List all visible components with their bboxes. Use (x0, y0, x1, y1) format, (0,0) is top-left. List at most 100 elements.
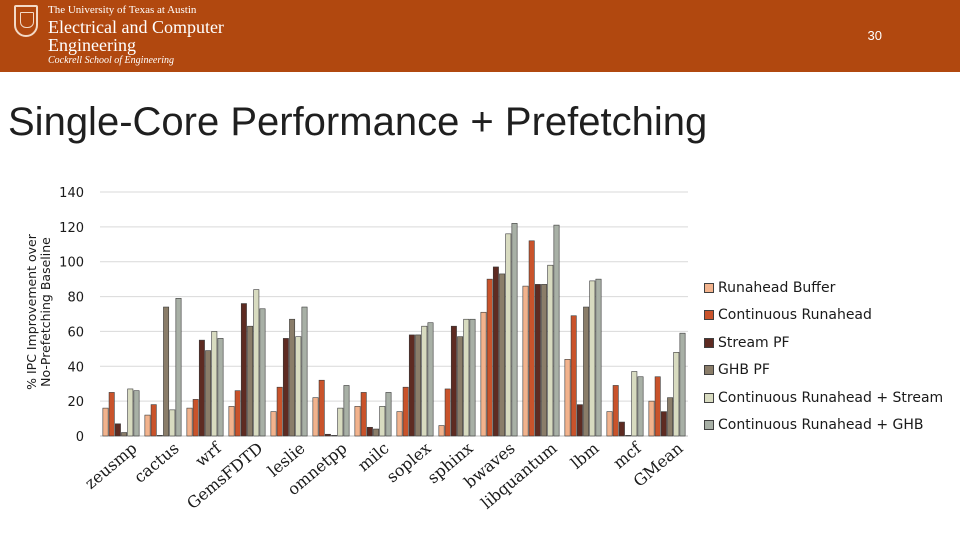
x-tick-label: wrf (191, 438, 225, 471)
legend-label: Continuous Runahead + Stream (718, 389, 944, 406)
bar (121, 432, 128, 437)
bar (612, 385, 619, 437)
x-tick-label: soplex (383, 439, 435, 487)
bar (343, 385, 350, 437)
bar (679, 332, 686, 437)
bar (606, 411, 613, 437)
legend-swatch (704, 365, 714, 376)
y-tick-label: 60 (67, 325, 84, 340)
bar (637, 376, 644, 437)
bar (511, 223, 518, 437)
bar (667, 397, 674, 437)
page-number: 30 (867, 28, 882, 43)
bar (564, 359, 571, 437)
bar (492, 266, 499, 437)
x-tick-label: zeusmp (81, 439, 141, 493)
bar (427, 322, 434, 437)
y-tick-label: 120 (59, 221, 84, 236)
bar (331, 435, 338, 437)
bar (450, 325, 457, 437)
bar (553, 224, 560, 437)
bar (618, 421, 625, 437)
legend-swatch (704, 392, 714, 403)
legend-item: Continuous Runahead + Stream (704, 384, 943, 412)
bar (583, 306, 590, 437)
legend-swatch (704, 310, 714, 321)
legend-label: Runahead Buffer (718, 279, 836, 296)
y-tick-label: 0 (76, 430, 84, 445)
bar (295, 336, 302, 437)
bar (373, 428, 380, 437)
bar (324, 433, 331, 437)
bar (570, 315, 577, 437)
bar (589, 280, 596, 437)
bar (486, 278, 493, 437)
legend-item: Stream PF (704, 329, 943, 357)
university-name: The University of Texas at Austin (48, 4, 197, 16)
bar (385, 392, 392, 437)
bar (595, 278, 602, 437)
legend-swatch (704, 337, 714, 348)
bar (499, 273, 506, 437)
bar (625, 435, 632, 437)
bar (337, 407, 344, 437)
bar (469, 318, 476, 437)
legend-item: GHB PF (704, 357, 943, 385)
bar (547, 264, 554, 437)
bar (660, 411, 667, 437)
bar (673, 352, 680, 437)
bar (631, 371, 638, 437)
y-tick-label: 40 (67, 360, 84, 375)
bar (505, 233, 512, 437)
bar (480, 311, 487, 437)
bar (114, 423, 121, 437)
header-banner: The University of Texas at Austin Electr… (0, 0, 960, 72)
school-name: Cockrell School of Engineering (48, 55, 174, 66)
bar (463, 318, 470, 437)
bar (205, 350, 212, 437)
slide-title: Single-Core Performance + Prefetching (8, 100, 708, 144)
bar (522, 285, 529, 437)
bar (354, 406, 361, 437)
y-tick-label: 140 (59, 186, 84, 201)
bar (259, 308, 266, 437)
bar (169, 409, 176, 437)
legend-label: Continuous Runahead (718, 307, 872, 324)
bar (186, 407, 193, 437)
y-tick-label: 100 (59, 256, 84, 271)
bar (438, 425, 445, 437)
bar (270, 411, 277, 437)
bar (360, 392, 367, 437)
department-name-line1: Electrical and Computer (48, 17, 224, 37)
bar (133, 390, 140, 437)
legend-item: Continuous Runahead (704, 302, 943, 330)
bar (541, 284, 548, 437)
bar (318, 379, 325, 437)
bar (654, 376, 661, 437)
bar (234, 390, 241, 437)
bar (198, 339, 205, 437)
legend-item: Continuous Runahead + GHB (704, 412, 943, 440)
bar (576, 404, 583, 437)
y-tick-label: 80 (67, 291, 84, 306)
ut-seal-logo (14, 5, 38, 37)
bar (253, 289, 260, 437)
bar (534, 284, 541, 437)
bar (211, 331, 218, 437)
x-tick-label: GemsFDTD (183, 439, 267, 513)
legend-swatch (704, 282, 714, 293)
bar (127, 388, 134, 437)
bar (240, 303, 247, 437)
bar (396, 411, 403, 437)
bar (648, 400, 655, 437)
chart-legend: Runahead Buffer Continuous Runahead Stream… (704, 274, 943, 439)
bar (289, 318, 296, 437)
bar (301, 306, 308, 437)
bar (156, 435, 163, 437)
legend-label: GHB PF (718, 362, 770, 379)
bar (528, 240, 535, 437)
bar (415, 334, 422, 437)
bar (366, 426, 373, 437)
bar (379, 406, 386, 437)
